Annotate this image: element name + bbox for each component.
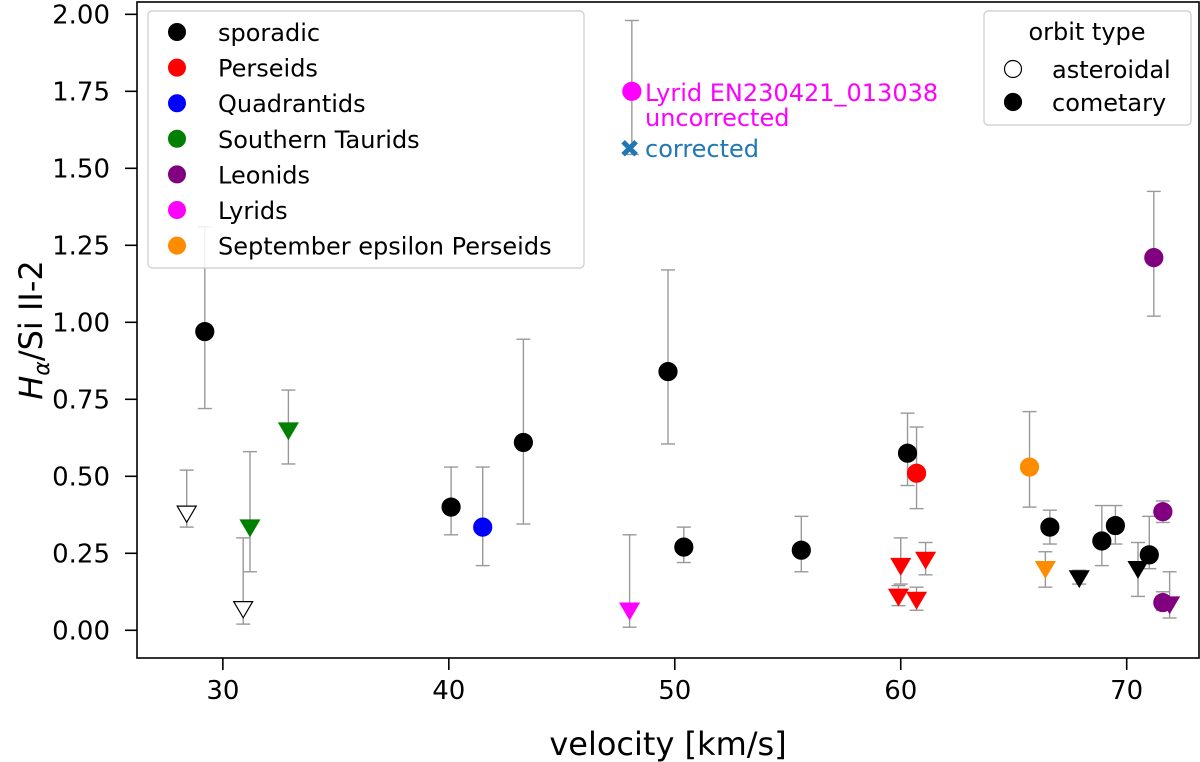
point-sporadic xyxy=(1040,517,1060,537)
point-september-epsilon-perseids xyxy=(1019,457,1040,477)
point-sporadic xyxy=(1092,531,1112,551)
orbit-legend-label: asteroidal xyxy=(1052,56,1171,84)
annotation-corrected: corrected xyxy=(645,135,759,163)
x-axis-label: velocity [km/s] xyxy=(549,725,786,762)
point-perseids xyxy=(906,463,927,483)
legend-label: Perseids xyxy=(218,55,318,83)
point-sporadic xyxy=(1105,515,1125,536)
point-sporadic xyxy=(897,443,918,463)
y-tick-label: 0.00 xyxy=(52,616,110,646)
plot-frame xyxy=(136,1,1200,659)
legend-marker xyxy=(168,201,186,219)
point-perseids xyxy=(887,588,910,607)
y-tick-label: 0.25 xyxy=(52,539,110,569)
point-sporadic xyxy=(441,497,461,517)
point-perseids xyxy=(890,557,912,576)
orbit-legend-marker xyxy=(1003,92,1023,112)
orbit-legend-marker xyxy=(1003,59,1023,79)
annotation-lyrid-id: Lyrid EN230421_013038 xyxy=(645,79,938,107)
point-sporadic xyxy=(791,540,811,560)
legend-label: September epsilon Perseids xyxy=(218,233,552,261)
plot-area xyxy=(176,19,1181,628)
y-tick-label: 1.00 xyxy=(52,308,110,338)
legend-marker xyxy=(168,58,186,77)
point-southern-taurids xyxy=(239,519,261,538)
x-tick-label: 50 xyxy=(658,676,691,706)
orbit-legend-frame xyxy=(983,10,1192,126)
orbit-legend-title: orbit type xyxy=(1028,18,1145,46)
legend-marker xyxy=(168,236,186,255)
point-lyrids xyxy=(622,81,642,101)
legend-orbit-type: orbit type asteroidal cometary xyxy=(983,10,1192,126)
legend-label: Southern Taurids xyxy=(218,126,420,154)
point-leonids xyxy=(1159,596,1181,615)
point-sporadic xyxy=(513,432,533,453)
orbit-legend-label: cometary xyxy=(1052,89,1166,117)
point-sporadic xyxy=(658,361,678,382)
point-corrected xyxy=(621,140,638,157)
x-tick-label: 30 xyxy=(206,676,239,706)
legend-label: Quadrantids xyxy=(218,90,366,118)
point-quadrantids xyxy=(473,517,493,537)
legend-label: Leonids xyxy=(218,161,310,189)
point-southern-taurids xyxy=(277,422,299,441)
point-sporadic xyxy=(195,321,215,342)
point-sporadic xyxy=(176,505,198,524)
point-sporadic xyxy=(1068,570,1090,589)
axes: 30 40 50 60 70 0.00 0.25 0.50 0.75 1.00 1.25 1.50 1.… xyxy=(52,0,1143,706)
point-september-epsilon-perseids xyxy=(1034,560,1056,579)
point-leonids xyxy=(1153,502,1173,522)
point-perseids xyxy=(906,591,928,610)
legend-label: Lyrids xyxy=(218,197,288,225)
x-tick-label: 70 xyxy=(1110,676,1143,706)
point-sporadic xyxy=(674,537,694,557)
point-perseids xyxy=(915,551,937,570)
y-tick-label: 1.50 xyxy=(52,154,110,184)
point-leonids xyxy=(1144,248,1164,268)
point-lyrids xyxy=(619,602,641,621)
legend-frame xyxy=(147,10,585,269)
point-sporadic xyxy=(1127,560,1149,579)
x-tick-label: 60 xyxy=(884,676,917,706)
legend-marker xyxy=(168,23,186,41)
legend-label: sporadic xyxy=(218,19,320,47)
point-sporadic xyxy=(1139,545,1159,565)
x-tick-label: 40 xyxy=(432,676,465,706)
point-sporadic xyxy=(232,600,254,619)
legend-species: sporadic Perseids Quadrantids Southern Taur… xyxy=(147,10,585,269)
y-tick-label: 0.50 xyxy=(52,462,110,492)
y-tick-label: 0.75 xyxy=(52,385,110,415)
legend-marker xyxy=(168,129,186,148)
legend-marker xyxy=(168,165,186,184)
y-tick-label: 2.00 xyxy=(52,0,110,30)
y-tick-label: 1.75 xyxy=(52,77,110,107)
y-axis-label: Hα/Si II-2 xyxy=(12,260,55,400)
y-tick-label: 1.25 xyxy=(52,231,110,261)
legend-marker xyxy=(168,94,186,113)
annotation-uncorrected: uncorrected xyxy=(645,104,789,132)
